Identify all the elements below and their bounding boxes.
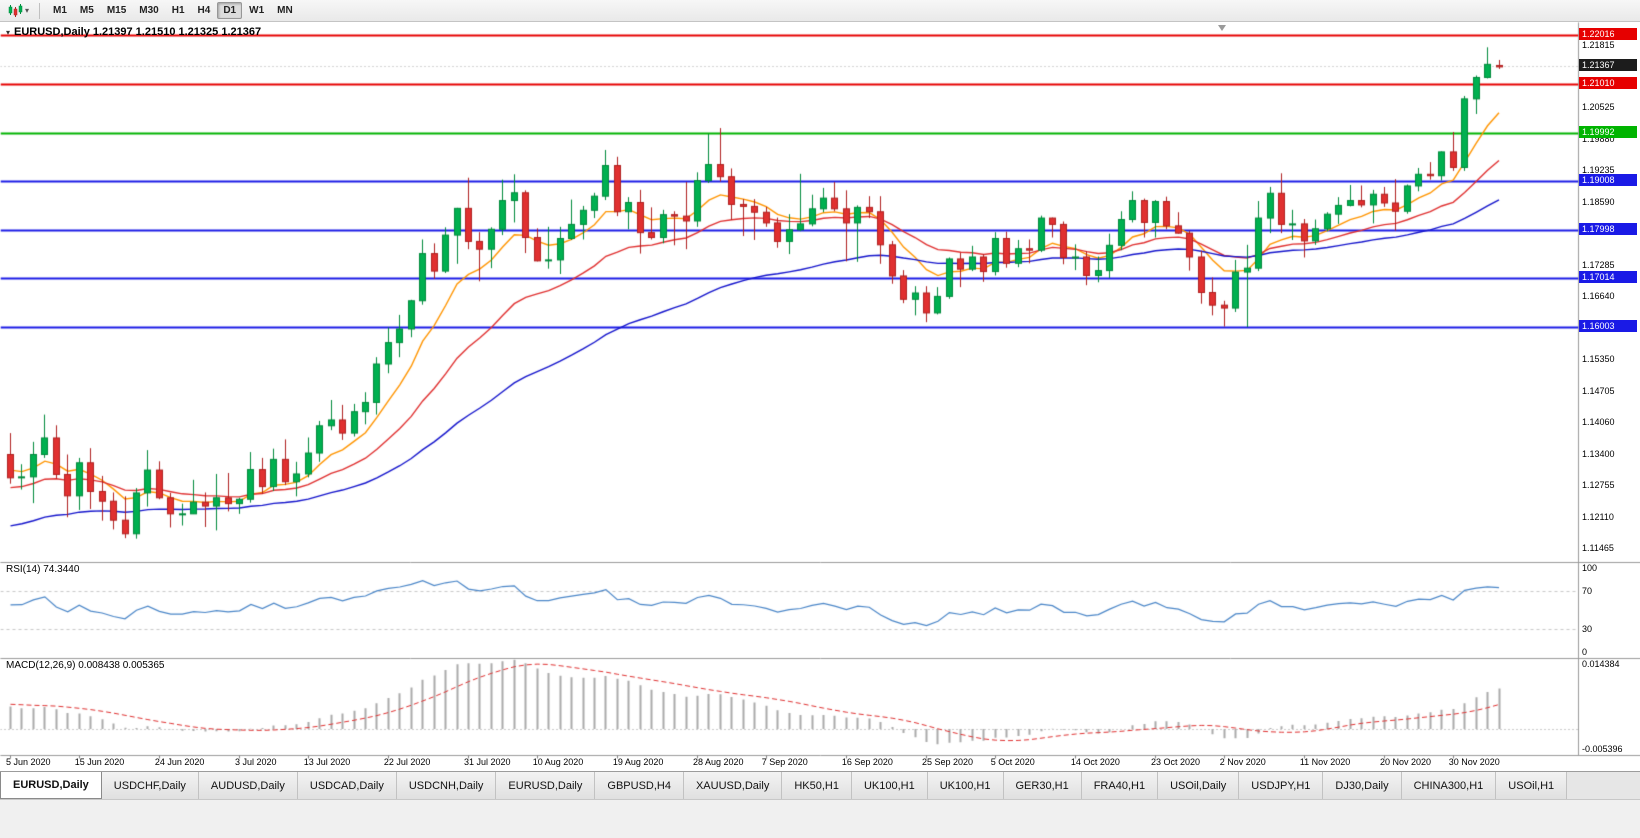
timeframe-button-m30[interactable]: M30 xyxy=(139,5,159,16)
timeframe-button-h1[interactable]: H1 xyxy=(171,5,185,16)
chart-tab-6[interactable]: GBPUSD,H4 xyxy=(595,772,684,799)
chart-tab-1[interactable]: USDCHF,Daily xyxy=(101,772,199,799)
chart-tab-5[interactable]: EURUSD,Daily xyxy=(496,772,596,799)
main-chart-canvas[interactable] xyxy=(0,22,1640,771)
timeframe-button-m1[interactable]: M1 xyxy=(53,5,67,16)
candlestick-chart-icon xyxy=(8,3,23,17)
chart-tab-14[interactable]: USDJPY,H1 xyxy=(1239,772,1324,799)
timeframe-button-m15[interactable]: M15 xyxy=(106,5,127,16)
timeframe-button-h4[interactable]: H4 xyxy=(197,5,211,16)
timeframe-button-w1[interactable]: W1 xyxy=(249,5,265,16)
chart-tab-0[interactable]: EURUSD,Daily xyxy=(0,772,102,799)
status-bar xyxy=(0,799,1640,838)
chart-tab-4[interactable]: USDCNH,Daily xyxy=(396,772,497,799)
timeframe-toolbar: ▾ M1 M5 M15 M30 H1 H4 D1 W1 MN xyxy=(0,0,1640,22)
timeframe-button-mn[interactable]: MN xyxy=(277,5,293,16)
chart-tab-3[interactable]: USDCAD,Daily xyxy=(297,772,397,799)
chart-tab-12[interactable]: FRA40,H1 xyxy=(1081,772,1159,799)
timeframe-buttons: M1 M5 M15 M30 H1 H4 D1 W1 MN xyxy=(47,2,299,19)
chart-tab-16[interactable]: CHINA300,H1 xyxy=(1401,772,1497,799)
chart-type-button[interactable]: ▾ xyxy=(4,3,32,18)
timeframe-button-m5[interactable]: M5 xyxy=(79,5,94,16)
chart-tab-bar: EURUSD,Daily USDCHF,Daily AUDUSD,Daily USDC… xyxy=(0,771,1640,799)
chart-tab-7[interactable]: XAUUSD,Daily xyxy=(683,772,783,799)
chart-tab-17[interactable]: USOil,H1 xyxy=(1496,772,1568,799)
dropdown-caret-icon: ▾ xyxy=(25,6,30,15)
toolbar-separator xyxy=(39,2,41,19)
chart-tab-9[interactable]: UK100,H1 xyxy=(851,772,928,799)
chart-tab-15[interactable]: DJ30,Daily xyxy=(1323,772,1402,799)
time-axis[interactable] xyxy=(0,755,1578,771)
chart-tab-8[interactable]: HK50,H1 xyxy=(782,772,852,799)
chart-tab-10[interactable]: UK100,H1 xyxy=(927,772,1004,799)
price-axis[interactable] xyxy=(1578,22,1640,755)
chart-tab-11[interactable]: GER30,H1 xyxy=(1003,772,1082,799)
chart-tab-2[interactable]: AUDUSD,Daily xyxy=(198,772,298,799)
timeframe-button-d1[interactable]: D1 xyxy=(217,2,243,19)
chart-tab-13[interactable]: USOil,Daily xyxy=(1158,772,1240,799)
